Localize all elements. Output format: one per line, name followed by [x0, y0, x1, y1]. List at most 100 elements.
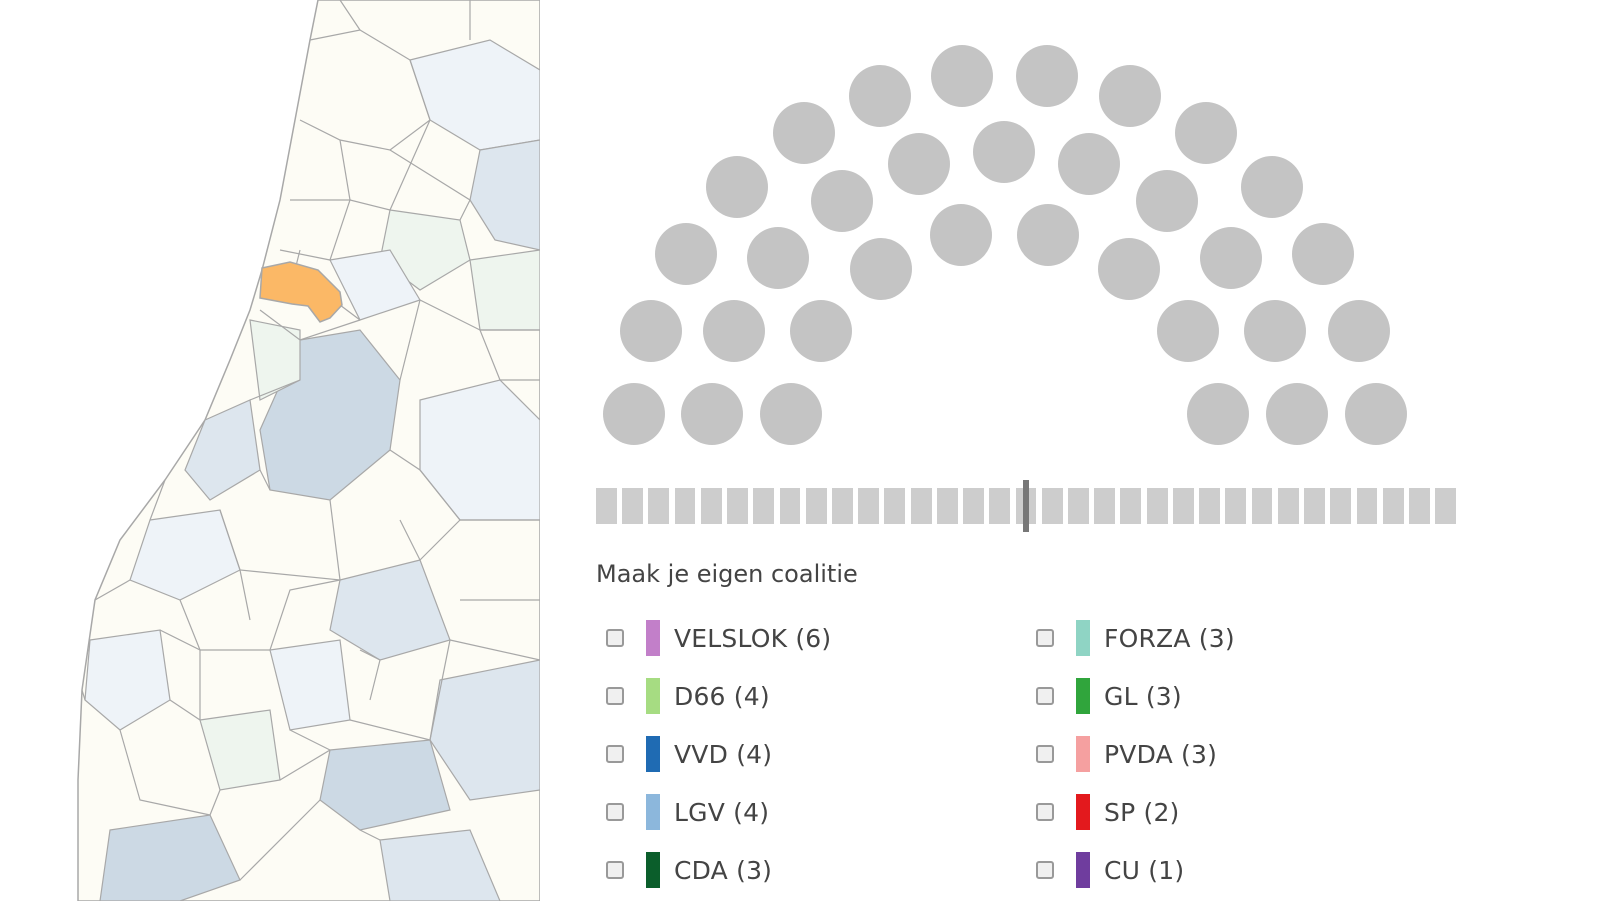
- bar-segment: [1120, 488, 1142, 524]
- municipality-map[interactable]: [0, 0, 540, 901]
- map-land[interactable]: [77, 0, 540, 901]
- party-item-sp[interactable]: SP (2): [1036, 792, 1180, 832]
- party-color-swatch: [1076, 794, 1090, 830]
- bar-segment: [884, 488, 906, 524]
- bar-segment: [1199, 488, 1220, 524]
- bar-segment: [936, 488, 958, 524]
- bar-segment: [648, 488, 670, 524]
- bar-segment: [910, 488, 932, 524]
- bar-segment: [1435, 488, 1456, 524]
- party-label: GL (3): [1104, 681, 1182, 711]
- party-item-cda[interactable]: CDA (3): [606, 850, 772, 890]
- municipality[interactable]: [129, 509, 241, 601]
- party-label: SP (2): [1104, 797, 1180, 827]
- bar-segment: [1382, 488, 1404, 524]
- bar-segment: [1356, 488, 1378, 524]
- bar-segment: [779, 488, 801, 524]
- bar-segment: [1408, 488, 1430, 524]
- party-label: FORZA (3): [1104, 623, 1235, 653]
- highlighted-municipality[interactable]: [259, 261, 343, 323]
- bar-segment: [1251, 488, 1273, 524]
- municipality[interactable]: [379, 829, 501, 901]
- party-color-swatch: [1076, 620, 1090, 656]
- seat: [655, 223, 717, 285]
- seat: [1099, 65, 1161, 127]
- party-checkbox[interactable]: [606, 803, 624, 821]
- party-item-forza[interactable]: FORZA (3): [1036, 618, 1235, 658]
- bar-segment: [753, 488, 775, 524]
- seat: [888, 133, 950, 195]
- party-color-swatch: [646, 794, 660, 830]
- bar-segment: [1304, 488, 1325, 524]
- party-label: D66 (4): [674, 681, 770, 711]
- seat: [603, 383, 665, 445]
- municipality[interactable]: [319, 739, 451, 831]
- party-checkbox[interactable]: [606, 687, 624, 705]
- party-checkbox[interactable]: [606, 629, 624, 647]
- majority-bar: [596, 480, 1456, 532]
- party-item-pvda[interactable]: PVDA (3): [1036, 734, 1217, 774]
- party-item-d66[interactable]: D66 (4): [606, 676, 770, 716]
- seat: [1098, 238, 1160, 300]
- municipality[interactable]: [469, 249, 540, 331]
- seat: [1241, 156, 1303, 218]
- bar-segment: [1330, 488, 1352, 524]
- party-label: VELSLOK (6): [674, 623, 832, 653]
- party-color-swatch: [646, 736, 660, 772]
- majority-marker: [1023, 480, 1029, 532]
- seat: [1187, 383, 1249, 445]
- party-checkbox[interactable]: [606, 745, 624, 763]
- seat: [1345, 383, 1407, 445]
- party-label: CDA (3): [674, 855, 773, 885]
- seat: [1058, 133, 1120, 195]
- seat: [1266, 383, 1328, 445]
- bar-segment: [989, 488, 1011, 524]
- bar-segment: [700, 488, 722, 524]
- party-checkbox[interactable]: [1036, 745, 1054, 763]
- bar-segment: [622, 488, 644, 524]
- party-item-lgv[interactable]: LGV (4): [606, 792, 769, 832]
- seat: [703, 300, 765, 362]
- seat: [850, 238, 912, 300]
- coalition-title: Maak je eigen coalitie: [596, 560, 858, 588]
- seat: [620, 300, 682, 362]
- party-item-gl[interactable]: GL (3): [1036, 676, 1182, 716]
- seat: [1292, 223, 1354, 285]
- party-item-velslok[interactable]: VELSLOK (6): [606, 618, 831, 658]
- party-color-swatch: [646, 678, 660, 714]
- bar-segment: [1068, 488, 1089, 524]
- party-item-cu[interactable]: CU (1): [1036, 850, 1184, 890]
- bar-segment: [832, 488, 853, 524]
- seat: [747, 227, 809, 289]
- seat: [930, 204, 992, 266]
- seat: [790, 300, 852, 362]
- party-color-swatch: [1076, 736, 1090, 772]
- seat: [973, 121, 1035, 183]
- municipality[interactable]: [469, 139, 540, 251]
- seat: [849, 65, 911, 127]
- seat: [1244, 300, 1306, 362]
- municipality[interactable]: [84, 629, 171, 731]
- seat: [1175, 102, 1237, 164]
- bar-segment: [596, 488, 617, 524]
- party-label: VVD (4): [674, 739, 773, 769]
- seat: [1200, 227, 1262, 289]
- party-color-swatch: [1076, 678, 1090, 714]
- party-checkbox[interactable]: [1036, 861, 1054, 879]
- bar-segment: [858, 488, 880, 524]
- municipality[interactable]: [99, 814, 241, 901]
- party-item-vvd[interactable]: VVD (4): [606, 734, 772, 774]
- party-color-swatch: [646, 620, 660, 656]
- municipality[interactable]: [184, 399, 261, 501]
- seat: [1016, 45, 1078, 107]
- party-color-swatch: [646, 852, 660, 888]
- party-checkbox[interactable]: [606, 861, 624, 879]
- party-checkbox[interactable]: [1036, 687, 1054, 705]
- bar-segment: [727, 488, 748, 524]
- seat: [681, 383, 743, 445]
- municipality[interactable]: [329, 559, 451, 661]
- party-checkbox[interactable]: [1036, 803, 1054, 821]
- bar-segment: [674, 488, 696, 524]
- party-checkbox[interactable]: [1036, 629, 1054, 647]
- seat: [1136, 170, 1198, 232]
